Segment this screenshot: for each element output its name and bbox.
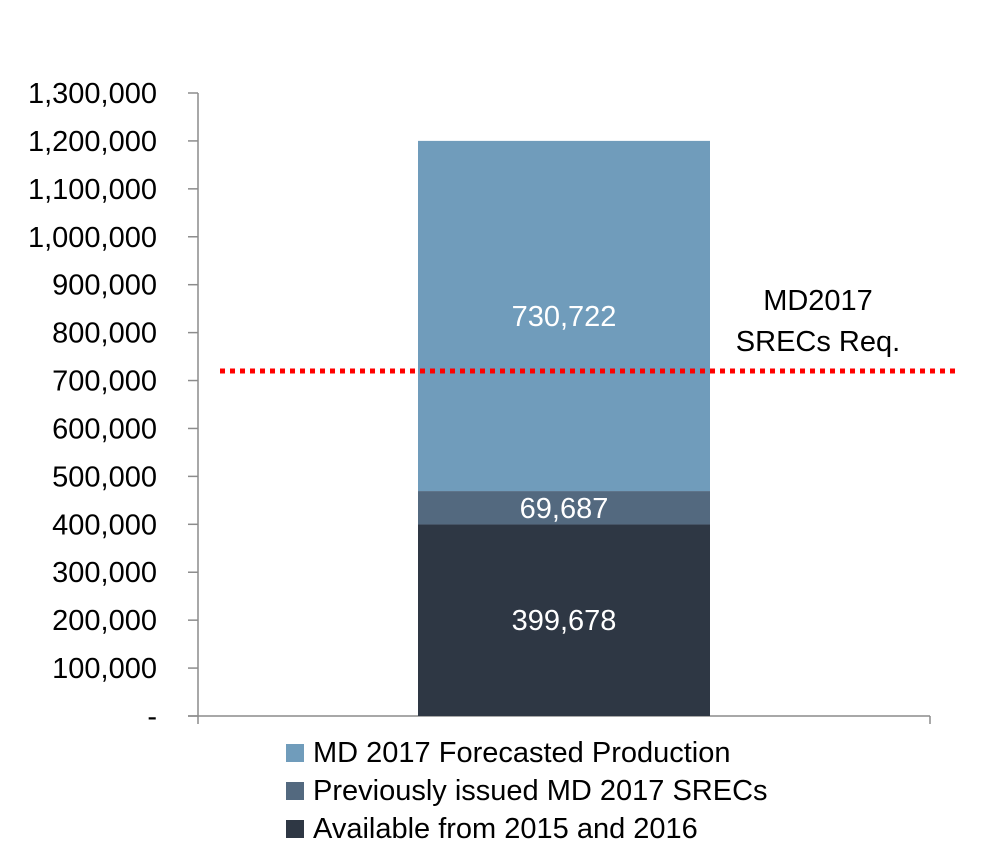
bar-segment: [418, 524, 710, 716]
segment-labels: 399,678 69,687 730,722: [512, 301, 617, 637]
segment-data-label: 69,687: [520, 493, 609, 525]
legend-swatch: [286, 782, 304, 800]
y-tick-label: 1,100,000: [28, 174, 157, 206]
reference-line-group: MD2017 SRECs Req.: [220, 285, 960, 374]
y-tick-label: 1,200,000: [28, 126, 157, 158]
legend-item: Available from 2015 and 2016: [286, 810, 768, 848]
y-tick-label: 1,000,000: [28, 222, 157, 254]
y-axis: - 100,000 200,000 300,000 400,000 500,000 600,…: [28, 78, 931, 733]
legend-swatch: [286, 744, 304, 762]
legend-label: Available from 2015 and 2016: [313, 812, 698, 845]
bars: [418, 140, 710, 716]
legend-swatch: [286, 820, 304, 838]
segment-data-label: 399,678: [512, 605, 617, 637]
bar-segment: [418, 491, 710, 525]
y-tick-label: 1,300,000: [28, 78, 157, 110]
y-tick-label: 100,000: [52, 653, 157, 685]
legend-item: Previously issued MD 2017 SRECs: [286, 772, 768, 810]
y-tick-label: 900,000: [52, 270, 157, 302]
legend-label: MD 2017 Forecasted Production: [313, 736, 731, 769]
segment-data-label: 730,722: [512, 301, 617, 333]
legend: MD 2017 Forecasted Production Previously …: [286, 734, 768, 848]
bar-segment: [418, 140, 710, 492]
y-tick-label: 300,000: [52, 557, 157, 589]
reference-line-label: SRECs Req.: [736, 326, 900, 358]
y-tick-label: 200,000: [52, 605, 157, 637]
reference-line-label: MD2017: [763, 285, 873, 317]
y-tick-label: -: [147, 701, 157, 733]
y-tick-label: 400,000: [52, 509, 157, 541]
legend-item: MD 2017 Forecasted Production: [286, 734, 768, 772]
y-tick-label: 800,000: [52, 318, 157, 350]
y-tick-label: 600,000: [52, 413, 157, 445]
y-tick-label: 700,000: [52, 366, 157, 398]
y-tick-label: 500,000: [52, 461, 157, 493]
legend-label: Previously issued MD 2017 SRECs: [313, 774, 768, 807]
